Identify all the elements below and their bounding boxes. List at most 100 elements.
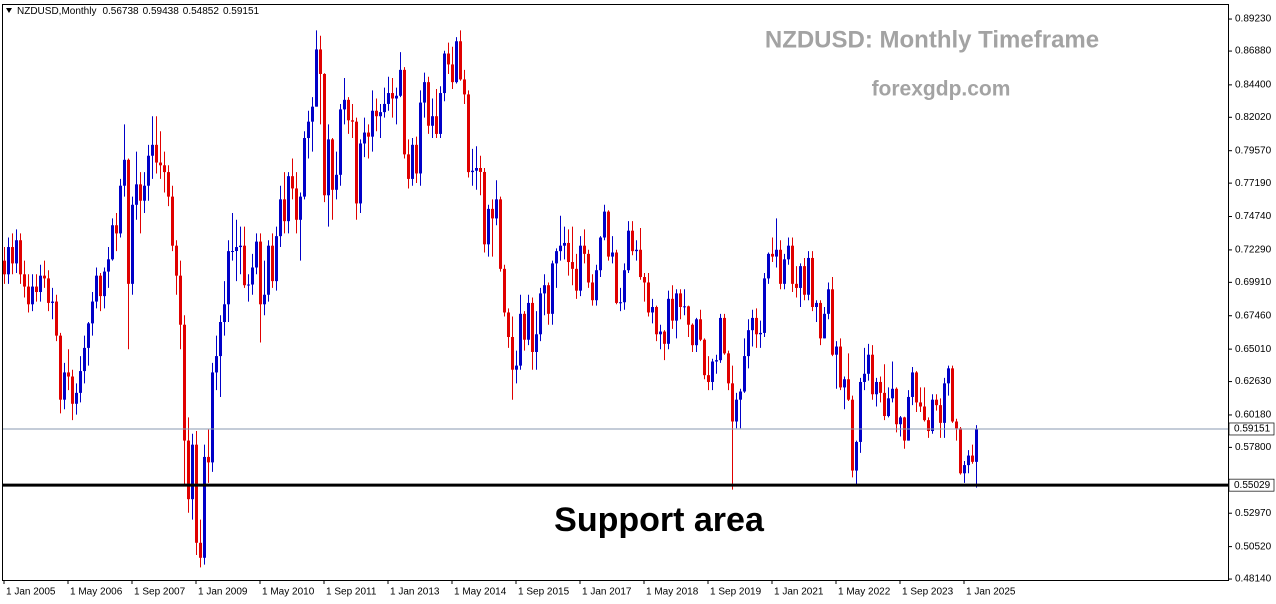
candle-body — [779, 249, 782, 284]
candle-body — [739, 391, 742, 400]
candle-body — [611, 252, 614, 257]
candle-body — [423, 82, 426, 103]
candle-body — [919, 402, 922, 407]
candle-body — [403, 69, 406, 155]
candle-body — [451, 64, 454, 83]
candle-body — [627, 230, 630, 271]
current-price-box — [1228, 422, 1275, 436]
candle-body — [583, 245, 586, 254]
candle-body — [431, 116, 434, 126]
y-tick-label: 0.86880 — [1235, 46, 1272, 57]
candle-body — [23, 274, 26, 287]
y-tick-label: 0.69910 — [1235, 277, 1272, 288]
x-tick-label: 1 Jan 2009 — [198, 587, 248, 598]
candle-body — [499, 199, 502, 269]
candle-body — [899, 417, 902, 425]
candle-body — [675, 293, 678, 321]
candle-body — [259, 241, 262, 305]
candle-body — [351, 120, 354, 122]
candle-body — [139, 184, 142, 201]
candle-body — [863, 373, 866, 382]
chart-subtitle: forexgdp.com — [872, 78, 1011, 101]
candle-body — [931, 399, 934, 432]
x-tick-label: 1 May 2010 — [262, 587, 315, 598]
y-tick-label: 0.84400 — [1235, 80, 1272, 91]
candle-body — [347, 99, 350, 121]
candle-body — [399, 69, 402, 96]
candle-body — [795, 283, 798, 288]
candle-body — [475, 168, 478, 171]
candle-body — [195, 444, 198, 543]
candle-body — [591, 282, 594, 301]
candle-body — [691, 324, 694, 346]
candle-body — [747, 330, 750, 357]
candle-body — [163, 165, 166, 173]
candle-body — [303, 138, 306, 197]
candle-body — [335, 174, 338, 190]
y-tick-label: 0.50520 — [1235, 541, 1272, 552]
y-tick-label: 0.74740 — [1235, 211, 1272, 222]
candle-body — [495, 199, 498, 219]
candle-body — [355, 121, 358, 204]
candle-body — [239, 245, 242, 248]
candle-body — [487, 208, 490, 245]
candle-body — [827, 289, 830, 314]
candle-body — [923, 406, 926, 421]
candle-body — [27, 286, 30, 305]
candle-body — [203, 456, 206, 558]
candle-body — [695, 319, 698, 346]
candle-body — [443, 53, 446, 94]
candle-body — [855, 441, 858, 471]
candle-body — [595, 270, 598, 301]
candle-body — [111, 225, 114, 260]
candle-body — [367, 132, 370, 137]
candle-body — [87, 323, 90, 348]
candle-body — [271, 245, 274, 282]
x-tick-label: 1 May 2006 — [70, 587, 123, 598]
candle-body — [63, 372, 66, 400]
support-text: Support area — [554, 501, 765, 539]
candle-body — [483, 171, 486, 245]
candle-body — [455, 41, 458, 83]
candle-body — [559, 245, 562, 252]
candle-body — [311, 106, 314, 122]
y-tick-label: 0.57800 — [1235, 442, 1272, 453]
candle-body — [523, 313, 526, 340]
candle-body — [515, 365, 518, 370]
candle-body — [951, 368, 954, 422]
candle-body — [447, 53, 450, 65]
candle-body — [947, 368, 950, 384]
candle-body — [491, 208, 494, 219]
candle-body — [879, 381, 882, 393]
candle-body — [19, 240, 22, 275]
candle-body — [831, 289, 834, 355]
candle-body — [127, 159, 130, 284]
candle-body — [887, 398, 890, 417]
candle-body — [907, 396, 910, 441]
candle-body — [823, 313, 826, 339]
y-tick-label: 0.77190 — [1235, 178, 1272, 189]
candle-body — [587, 253, 590, 283]
candle-body — [123, 159, 126, 186]
candle-body — [359, 143, 362, 204]
candle-body — [227, 251, 230, 305]
candle-body — [211, 372, 214, 463]
candle-body — [971, 455, 974, 462]
candle-body — [723, 317, 726, 354]
candle-body — [247, 284, 250, 286]
candle-body — [223, 304, 226, 323]
candle-body — [479, 168, 482, 172]
header-close: 0.59151 — [223, 6, 260, 17]
x-tick-label: 1 Jan 2025 — [966, 587, 1016, 598]
candle-body — [375, 110, 378, 117]
candle-body — [143, 185, 146, 201]
candle-body — [243, 245, 246, 286]
candle-body — [155, 144, 158, 163]
candle-body — [939, 405, 942, 423]
candle-body — [507, 312, 510, 337]
candle-body — [703, 339, 706, 376]
candle-body — [39, 275, 42, 293]
header: NZDUSD,Monthly 0.56738 0.59438 0.54852 0.591… — [17, 6, 260, 17]
candle-body — [419, 102, 422, 174]
